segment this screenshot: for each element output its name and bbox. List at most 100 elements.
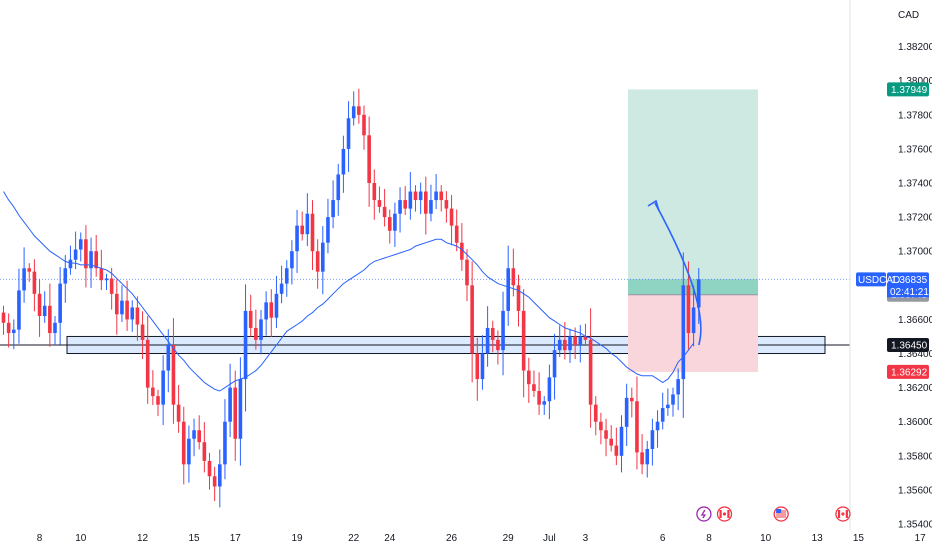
time-axis[interactable]: 8 10 12 15 17 19 22 24 26 29 Jul 3 6 8 10 13 15 17 — [37, 533, 926, 544]
candle-bullish — [676, 379, 680, 395]
current-price-tag-bg — [887, 272, 929, 287]
candle-bearish — [516, 285, 521, 311]
y-tick-label: 1.37000 — [898, 247, 932, 258]
candle-bearish — [604, 430, 608, 439]
candle-bullish — [326, 217, 330, 243]
candle-bullish — [501, 310, 505, 351]
flag-bar-left — [837, 510, 841, 518]
y-tick-label: 1.35600 — [898, 485, 932, 496]
candle-bullish — [120, 300, 124, 315]
candle-bearish — [115, 293, 119, 315]
candle-bearish — [156, 396, 160, 405]
flag-canton — [776, 509, 782, 513]
price-tags: 1.379491.368351.367451.364501.3629202:41… — [856, 82, 929, 379]
candle-bullish — [485, 327, 490, 354]
target-price-tag-bg — [887, 82, 929, 97]
current-price-tag: 1.36835 — [891, 275, 928, 286]
candle-bearish — [94, 251, 98, 269]
x-tick-label: 10 — [75, 533, 87, 544]
projection-arrow — [654, 202, 702, 346]
candle-bullish — [506, 268, 510, 311]
price-axis[interactable]: CAD 1.38200 1.38000 1.37800 1.37600 1.37400 1… — [898, 10, 932, 531]
x-tick-label: 6 — [660, 533, 666, 544]
candle-bullish — [89, 251, 93, 269]
candle-bearish — [310, 213, 315, 252]
y-tick-label: 1.37200 — [898, 213, 932, 224]
candle-bearish — [84, 239, 88, 269]
candle-bearish — [212, 476, 217, 487]
candle-bullish — [166, 344, 171, 371]
candle-bearish — [387, 217, 392, 231]
candle-bullish — [666, 404, 670, 409]
candle-bearish — [563, 339, 567, 351]
candle-bullish — [274, 293, 279, 318]
candle-bearish — [640, 452, 644, 465]
candle-bullish — [418, 191, 423, 201]
y-tick-label: 1.37800 — [898, 110, 932, 121]
x-tick-label: 12 — [137, 533, 149, 544]
stop-zone — [628, 294, 758, 372]
maple-leaf — [841, 512, 845, 516]
candle-bullish — [341, 148, 346, 175]
moving-average-line — [3, 191, 694, 392]
candle-bullish — [480, 353, 485, 380]
candle-bearish — [181, 421, 186, 465]
candle-bearish — [171, 344, 176, 405]
candle-bearish — [27, 268, 32, 272]
candle-bearish — [48, 305, 52, 334]
key-level-tag: 1.36450 — [891, 340, 928, 351]
candle-bearish — [176, 404, 181, 422]
y-tick-label: 1.35800 — [898, 451, 932, 462]
candle-bearish — [439, 191, 444, 201]
candle-bearish — [454, 225, 459, 243]
candle-bullish — [660, 408, 665, 422]
countdown-label: 02:41:21 — [890, 287, 929, 298]
candle-bullish — [192, 430, 196, 439]
x-tick-label: 26 — [446, 533, 458, 544]
candle-bearish — [465, 259, 469, 286]
candle-bullish — [130, 307, 135, 320]
candle-bearish — [32, 271, 37, 294]
countdown-bg — [887, 285, 929, 298]
target-price-tag: 1.37949 — [891, 85, 928, 96]
candle-bearish — [573, 336, 577, 345]
lightning-icon — [696, 506, 712, 522]
candle-bullish — [542, 401, 547, 405]
candle-bearish — [377, 200, 382, 207]
x-tick-label: 17 — [915, 533, 927, 544]
candle-bullish — [295, 225, 299, 252]
candle-bearish — [197, 430, 201, 443]
y-tick-label: 1.36000 — [898, 417, 932, 428]
candle-bullish — [17, 290, 21, 330]
candle-bearish — [140, 324, 145, 340]
x-tick-label: 22 — [348, 533, 360, 544]
y-tick-label: 1.37400 — [898, 179, 932, 190]
candle-bullish — [429, 200, 433, 214]
y-tick-label: 1.37600 — [898, 144, 932, 155]
candle-bearish — [521, 310, 526, 371]
x-tick-label: 15 — [853, 533, 865, 544]
candle-bullish — [408, 191, 413, 209]
candle-bullish — [187, 438, 191, 465]
x-tick-label: 24 — [384, 533, 396, 544]
x-tick-label: 19 — [291, 533, 303, 544]
candle-bearish — [6, 322, 11, 334]
candle-bearish — [413, 191, 418, 201]
candle-bullish — [645, 448, 650, 465]
candle-bullish — [290, 251, 294, 269]
candle-bullish — [12, 329, 16, 334]
candle-bullish — [104, 278, 109, 281]
candle-bearish — [496, 339, 500, 351]
candle-bearish — [135, 307, 140, 325]
candle-bearish — [630, 397, 634, 402]
candle-bearish — [254, 327, 258, 340]
candle-bullish — [346, 118, 351, 149]
candle-bearish — [269, 302, 274, 318]
candle-bullish — [331, 200, 335, 218]
candle-bullish — [557, 339, 562, 351]
candle-bullish — [243, 310, 248, 380]
candle-bearish — [593, 404, 598, 422]
candle-bearish — [614, 445, 619, 456]
candle-bearish — [444, 200, 449, 209]
